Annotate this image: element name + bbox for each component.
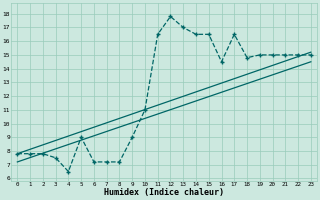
X-axis label: Humidex (Indice chaleur): Humidex (Indice chaleur)	[104, 188, 224, 197]
